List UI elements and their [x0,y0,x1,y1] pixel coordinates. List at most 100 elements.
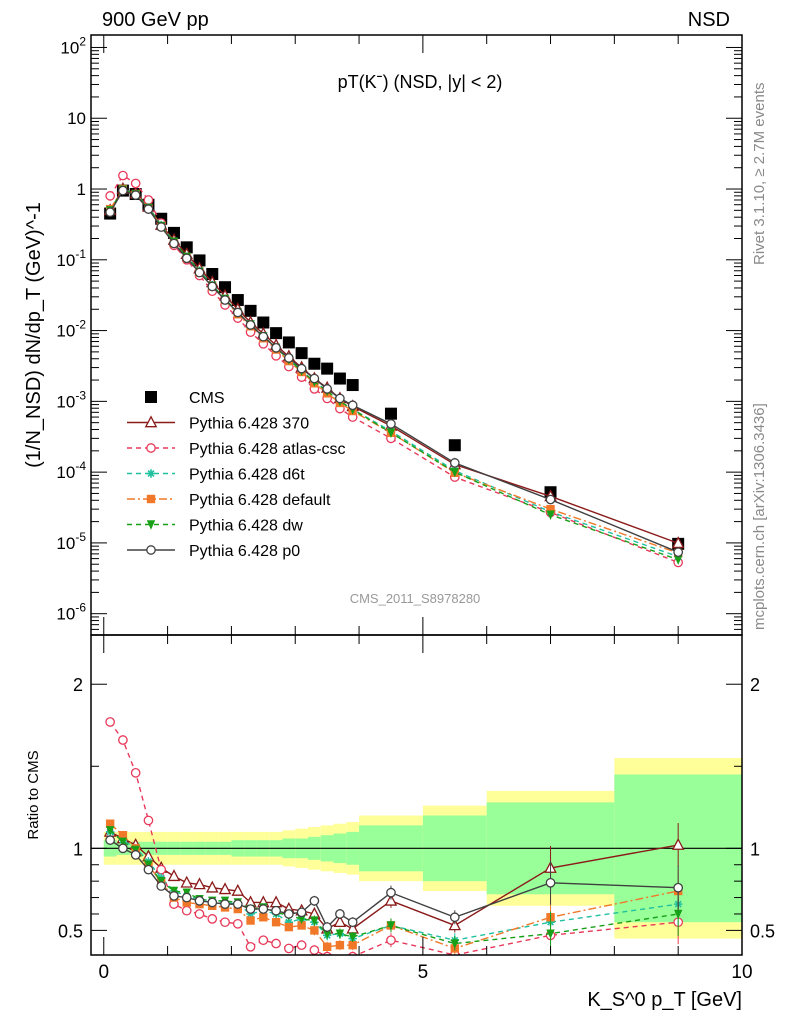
data-point [346,379,359,392]
y-tick-label: 102 [60,34,86,57]
ratio-point [386,921,396,931]
ratio-point [284,917,294,927]
data-point [206,268,219,281]
data-point [105,191,115,201]
data-point [546,504,555,514]
data-point [386,419,396,429]
legend-marker [146,494,156,504]
ratio-point [297,921,306,930]
ratio-point [386,935,396,946]
data-point [282,336,295,349]
x-axis-label: K_S^0 p_T [GeV] [587,989,742,1011]
ratio-point [284,909,294,919]
y-axis-label-bottom: Ratio to CMS [25,750,42,839]
side-label-mcplots: mcplots.cern.ch [arXiv:1306.3436] [751,403,768,630]
ratio-point [181,905,192,916]
data-point [270,327,283,340]
ratio-point [335,909,345,919]
ratio-panel: 0.5 0.5 1 1 2 2 0 5 10 [58,634,775,983]
legend-marker [144,415,158,428]
ratio-y-tick-label-right: 0.5 [750,921,775,941]
ratio-point [449,912,460,923]
data-point [207,281,218,292]
data-point [143,195,154,205]
legend-label: Pythia 6.428 dw [189,518,303,535]
ratio-point [348,940,357,950]
data-point [118,185,128,196]
ratio-point [143,815,154,826]
ratio-point [335,929,345,939]
legend-label: Pythia 6.428 atlas-csc [189,441,346,458]
ratio-point [259,913,268,922]
ratio-point [448,918,462,931]
ratio-point [322,942,332,951]
ratio-point [673,882,684,893]
ratio-y-tick-label-right: 2 [750,675,760,695]
ratio-point [156,881,167,891]
header-right: NSD [688,9,730,31]
ratio-point [347,917,358,928]
y-tick-label: 10-6 [56,601,86,624]
data-point [245,320,256,330]
data-point [449,458,460,468]
ratio-point [218,882,232,895]
ratio-point [245,904,256,914]
legend-label: Pythia 6.428 370 [189,416,309,433]
ratio-point [284,943,294,954]
ratio-y-tick-label-right: 1 [750,839,760,859]
ratio-point [271,905,281,916]
data-point [194,267,205,278]
ratio-point [105,835,115,845]
x-tick-label: 10 [731,962,752,983]
data-point [386,428,396,438]
data-point [546,510,555,520]
data-point [321,362,334,375]
ratio-point [180,875,194,888]
data-point [257,316,270,329]
ratio-point [386,887,396,898]
ratio-point [118,735,128,745]
data-point [118,170,128,181]
x-tick-label: 5 [418,962,429,983]
x-tick-label: 0 [98,962,109,983]
data-point [335,393,345,404]
ratio-point [105,717,115,727]
data-point [232,307,243,318]
data-point [673,555,683,565]
y-tick-label: 10-2 [56,318,86,341]
legend: CMS Pythia 6.428 370 Pythia 6.428 atlas-cs… [127,390,346,560]
data-point [130,178,141,189]
data-point [193,254,206,267]
data-point [296,363,307,374]
data-point [258,331,269,342]
ratio-point [450,939,459,949]
y-tick-label: 10 [67,109,86,128]
ratio-line [109,721,679,955]
data-point [309,373,320,384]
y-tick-label: 10-4 [56,459,86,482]
ratio-point [271,917,281,927]
ratio-point [310,926,319,935]
ratio-point [233,904,242,914]
data-point [169,238,179,249]
data-point [322,384,332,394]
y-tick-label: 10-5 [56,530,86,553]
watermark: CMS_2011_S8978280 [350,591,481,606]
ratio-point [207,914,218,924]
data-point [448,439,461,452]
ratio-point [194,895,205,906]
ratio-point [205,880,219,893]
ratio-point [207,897,218,908]
ratio-point [130,850,141,860]
ratio-point [546,929,555,939]
data-point [284,353,294,363]
data-point [231,294,244,307]
ratio-y-tick-label: 1 [73,839,83,859]
ratio-point [671,837,685,850]
ratio-point [258,935,269,946]
data-point [220,295,230,305]
ratio-point [118,837,128,847]
ratio-point [194,909,205,919]
ratio-point [297,914,306,925]
ratio-point [245,941,256,952]
